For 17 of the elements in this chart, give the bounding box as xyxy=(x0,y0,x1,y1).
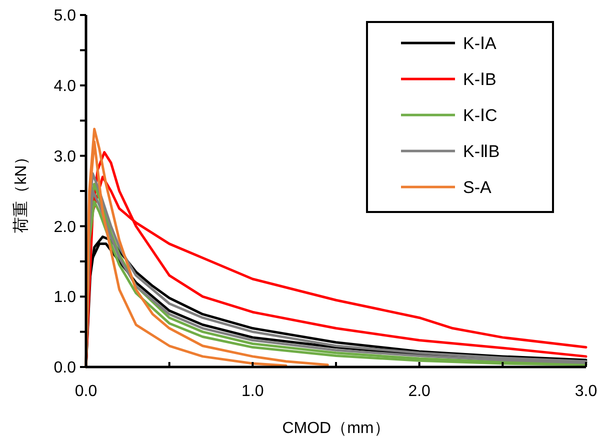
y-axis-title: 荷重（kN） xyxy=(12,149,30,233)
legend-label: K-ⅠC xyxy=(463,106,498,125)
legend-label: K-ⅡB xyxy=(463,142,500,161)
legend-label: K-ⅠA xyxy=(463,34,498,53)
x-tick-label: 2.0 xyxy=(408,383,431,400)
legend-label: S-A xyxy=(463,178,492,197)
x-tick-label: 1.0 xyxy=(242,383,264,400)
x-tick-label: 0.0 xyxy=(74,383,98,400)
y-tick-label: 5.0 xyxy=(54,8,76,25)
x-tick-label: 3.0 xyxy=(574,383,597,400)
y-tick-label: 0.0 xyxy=(54,360,76,377)
y-tick-label: 1.0 xyxy=(54,289,76,306)
y-tick-label: 3.0 xyxy=(54,148,76,166)
x-axis-title: CMOD（mm） xyxy=(282,420,390,437)
legend-label: K-ⅠB xyxy=(463,70,496,89)
y-tick-label: 2.0 xyxy=(54,218,76,236)
y-tick-label: 4.0 xyxy=(54,78,76,95)
